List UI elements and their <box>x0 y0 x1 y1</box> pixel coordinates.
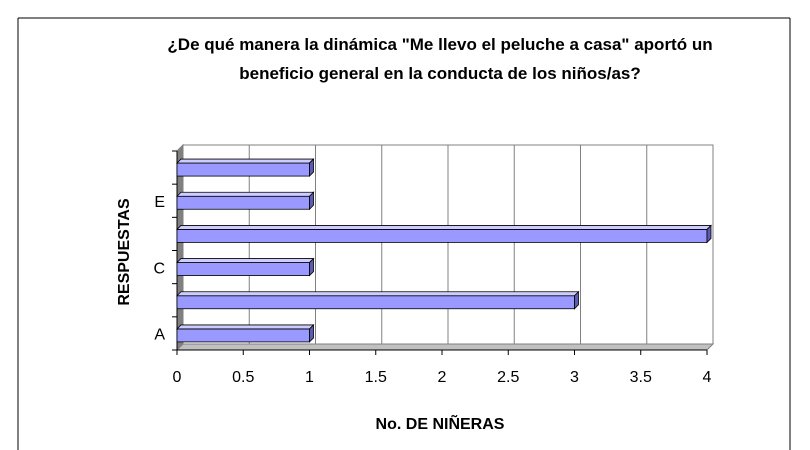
bar <box>176 224 712 244</box>
x-tick-label: 2 <box>438 369 447 386</box>
x-tick-label: 3 <box>570 369 579 386</box>
bar-end <box>574 290 579 310</box>
chart-title: ¿De qué manera la dinámica "Me llevo el … <box>167 35 713 83</box>
bar-end <box>706 224 712 244</box>
x-tick-label: 0.5 <box>232 369 254 386</box>
y-axis-title: RESPUESTAS <box>116 198 133 306</box>
x-tick-label: 0 <box>173 369 182 386</box>
bar <box>176 290 580 310</box>
x-tick-label: 3.5 <box>630 369 652 386</box>
bar-end <box>309 158 314 178</box>
bar-top <box>176 225 712 230</box>
bar-front <box>176 195 310 210</box>
x-tick-label: 1 <box>305 369 314 386</box>
bar-front <box>176 328 310 343</box>
bar-top <box>176 324 315 330</box>
y-tick-label: C <box>153 260 165 277</box>
bar <box>176 158 315 178</box>
x-tick-label: 4 <box>703 369 712 386</box>
bar-top <box>176 191 315 197</box>
bar <box>176 323 315 343</box>
bar-top <box>176 258 315 263</box>
bar-end <box>309 257 314 277</box>
bar-top <box>176 291 580 297</box>
x-axis-title: No. DE NIÑERAS <box>376 413 505 433</box>
bar-front <box>176 162 310 177</box>
x-tick-label: 1.5 <box>365 369 387 386</box>
bar-end <box>309 323 314 343</box>
x-tick-label: 2.5 <box>497 369 519 386</box>
bar-top <box>176 158 315 164</box>
floor <box>175 343 715 351</box>
bar <box>176 191 315 211</box>
bar-front <box>176 229 708 243</box>
bar-front <box>176 262 310 276</box>
y-tick-label: A <box>154 327 165 344</box>
bar <box>176 257 315 277</box>
bar-front <box>176 295 575 310</box>
y-tick-label: E <box>154 194 165 211</box>
bar-end <box>309 191 314 211</box>
